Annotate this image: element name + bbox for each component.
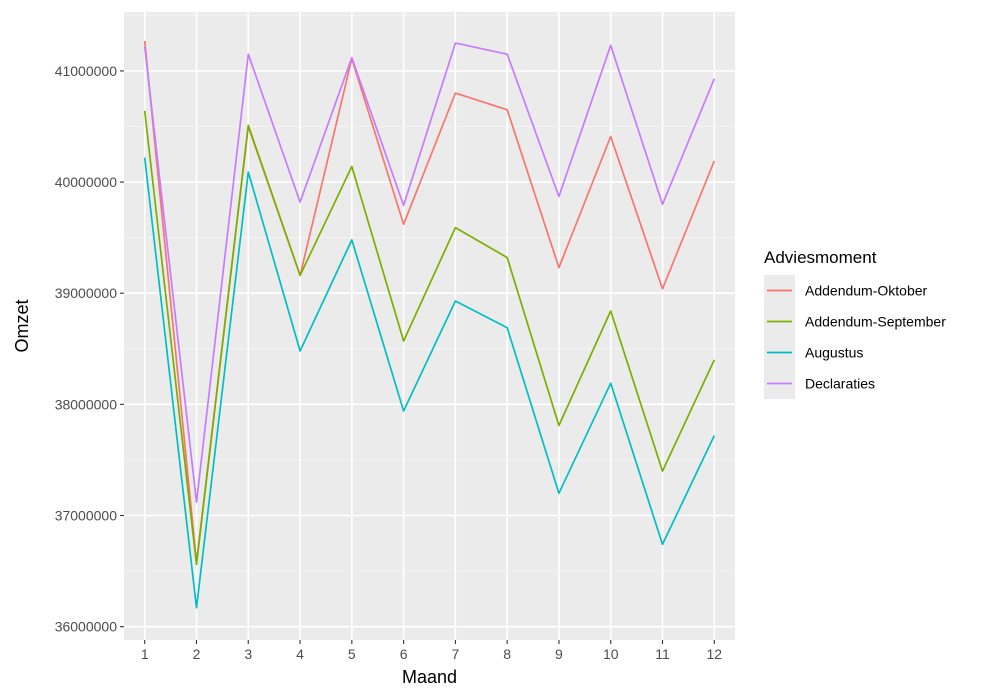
legend: Adviesmoment Addendum-Oktober Addendum-Se… (764, 248, 946, 399)
legend-items: Addendum-Oktober Addendum-September August… (764, 275, 946, 399)
legend-label: Augustus (805, 345, 863, 361)
y-axis-title: Omzet (12, 299, 32, 352)
x-tick-label: 8 (503, 646, 511, 662)
panel-background (124, 12, 735, 640)
series-line-addendum-september (143, 110, 716, 566)
legend-label: Addendum-Oktober (805, 283, 928, 299)
x-tick-label: 1 (141, 646, 149, 662)
x-tick-label: 4 (296, 646, 304, 662)
legend-label: Declaraties (805, 376, 875, 392)
y-tick-label: 40000000 (55, 174, 118, 190)
x-tick-label: 5 (348, 646, 356, 662)
x-tick-label: 7 (451, 646, 459, 662)
y-tick-label: 39000000 (55, 285, 118, 301)
y-tick-label: 38000000 (55, 396, 118, 412)
y-tick-label: 36000000 (55, 619, 118, 635)
x-tick-label: 9 (555, 646, 563, 662)
major-gridlines (124, 12, 735, 640)
x-tick-label: 10 (603, 646, 619, 662)
series-lines (143, 40, 716, 609)
y-tick-label: 41000000 (55, 63, 118, 79)
y-tick-label: 37000000 (55, 508, 118, 524)
series-line-augustus (143, 157, 716, 609)
legend-title: Adviesmoment (764, 248, 877, 267)
x-tick-label: 3 (244, 646, 252, 662)
series-line-declaraties (143, 42, 716, 504)
x-axis-title: Maand (402, 667, 457, 687)
x-tick-label: 6 (400, 646, 408, 662)
x-tick-label: 11 (655, 646, 670, 662)
x-axis: 1 2 3 4 5 6 7 8 9 10 11 12 (141, 640, 722, 662)
x-tick-label: 12 (706, 646, 722, 662)
x-tick-label: 2 (193, 646, 201, 662)
legend-label: Addendum-September (805, 314, 946, 330)
y-axis: 36000000 37000000 38000000 39000000 40000000… (55, 63, 124, 635)
